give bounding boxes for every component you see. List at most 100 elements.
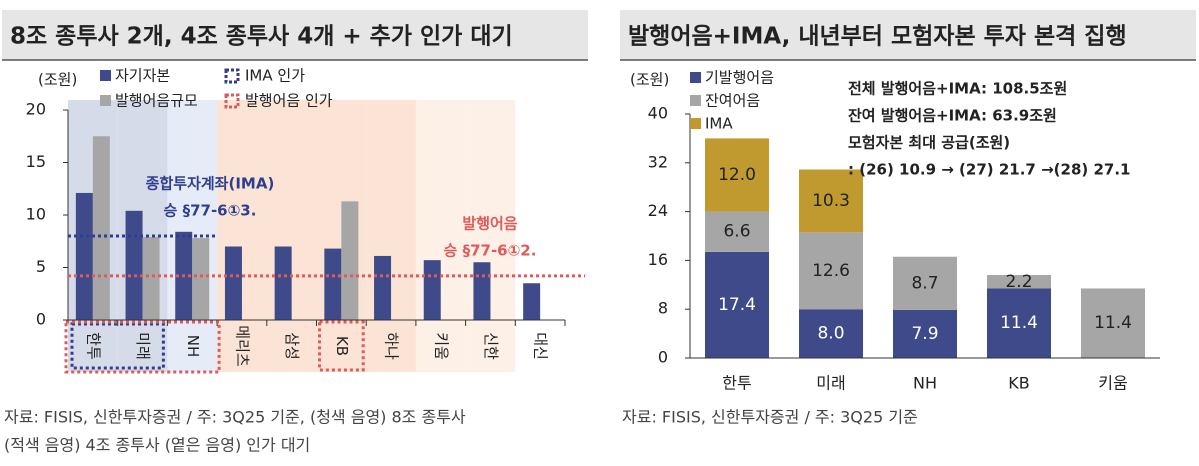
bar <box>374 255 392 320</box>
annotation: 모험자본 최대 공급(조원) <box>848 134 1010 152</box>
data-label: 12.6 <box>812 261 850 281</box>
y-tick-label: 32 <box>648 152 668 171</box>
band-shade <box>266 100 317 372</box>
x-tick-label: 메리츠 <box>233 325 251 367</box>
bar <box>341 201 359 320</box>
legend-swatch <box>100 95 111 106</box>
bar-segment <box>705 211 769 252</box>
data-label: 10.3 <box>812 191 850 211</box>
annotation: 종합투자계좌(IMA) <box>146 175 275 193</box>
legend-swatch <box>690 95 701 106</box>
x-tick-label: 미래 <box>816 374 845 393</box>
bar-segment <box>799 169 863 233</box>
bar <box>192 238 210 320</box>
y-tick-label: 8 <box>658 299 668 318</box>
legend-label: 잔여어음 <box>705 92 760 110</box>
x-tick-label: 하나 <box>383 332 401 360</box>
bar-segment <box>1081 288 1145 358</box>
source-note: 자료: FISIS, 신한투자증권 / 주: 3Q25 기준, (청색 음영) … <box>4 408 466 427</box>
bar-segment <box>987 288 1051 358</box>
annotation: 전체 발행어음+IMA: 108.5조원 <box>848 80 1067 98</box>
y-unit: (조원) <box>38 71 77 89</box>
legend-swatch <box>690 118 701 129</box>
x-tick-label: 신한 <box>482 332 500 360</box>
legend-swatch <box>224 68 240 84</box>
legend-label: IMA 인가 <box>245 67 305 85</box>
bar <box>523 283 541 320</box>
bar <box>224 246 242 320</box>
data-label: 8.0 <box>817 324 844 344</box>
data-label: 2.2 <box>1005 272 1032 292</box>
y-unit: (조원) <box>630 71 669 89</box>
band-shade <box>415 100 466 372</box>
legend-label: 발행어음규모 <box>115 92 198 110</box>
annotation: 승 §77-6①2. <box>444 242 537 260</box>
legend-swatch <box>690 72 701 83</box>
bar <box>125 210 143 320</box>
chart-title: 8조 종투사 2개, 4조 종투사 4개 + 추가 인가 대기 <box>10 24 513 50</box>
bar-segment <box>893 256 957 310</box>
bar <box>142 237 160 320</box>
bar-segment <box>987 275 1051 289</box>
y-tick-label: 5 <box>36 257 46 276</box>
x-tick-label: 미래 <box>134 332 152 360</box>
y-tick-label: 15 <box>26 152 46 171</box>
data-label: 11.4 <box>1000 313 1038 333</box>
legend-label: 발행어음 인가 <box>245 92 333 110</box>
x-tick-label: 한투 <box>84 332 102 360</box>
legend-label: IMA <box>705 115 733 133</box>
bar <box>423 260 441 320</box>
legend-swatch <box>100 70 111 81</box>
chart-title: 발행어음+IMA, 내년부터 모험자본 투자 본격 집행 <box>628 24 1127 50</box>
y-tick-label: 40 <box>648 104 668 123</box>
legend-swatch <box>224 93 240 109</box>
y-tick-label: 0 <box>658 348 668 367</box>
x-tick-label: 대신 <box>532 332 550 360</box>
bar-segment <box>705 138 769 212</box>
y-tick-label: 0 <box>36 310 46 329</box>
x-tick-label: KB <box>333 336 351 356</box>
data-label: 6.6 <box>723 222 750 242</box>
x-tick-label: NH <box>913 374 937 393</box>
bar-segment <box>705 251 769 358</box>
legend-label: 기발행어음 <box>705 69 774 87</box>
data-label: 17.4 <box>718 295 756 315</box>
title-bar <box>2 10 588 60</box>
source-note: (적색 음영) 4조 종투사 (옅은 음영) 인가 대기 <box>4 436 310 455</box>
annotation: 승 §77-6①3. <box>164 202 257 220</box>
y-tick-label: 24 <box>648 201 668 220</box>
band-shade <box>366 100 416 372</box>
data-label: 8.7 <box>911 273 938 293</box>
x-tick-label: 키움 <box>1098 374 1127 393</box>
x-tick-label: 삼성 <box>283 332 301 360</box>
y-tick-label: 20 <box>26 100 46 119</box>
source-note: 자료: FISIS, 신한투자증권 / 주: 3Q25 기준 <box>622 408 918 427</box>
title-bar <box>620 10 1196 60</box>
band-shade <box>465 100 516 372</box>
x-tick-label: 키움 <box>432 332 450 360</box>
x-tick-label: NH <box>184 335 202 358</box>
bar-segment <box>893 309 957 358</box>
data-label: 11.4 <box>1094 313 1132 333</box>
bar <box>75 192 93 320</box>
bar <box>92 136 110 320</box>
bar-segment <box>799 232 863 310</box>
legend-label: 자기자본 <box>115 67 170 85</box>
annotation: : (26) 10.9 → (27) 21.7 →(28) 27.1 <box>848 161 1130 179</box>
annotation: 발행어음 <box>462 215 517 233</box>
y-tick-label: 10 <box>26 205 46 224</box>
x-tick-label: 한투 <box>722 374 751 393</box>
data-label: 7.9 <box>911 324 938 344</box>
label-box <box>318 320 365 372</box>
y-tick-label: 16 <box>648 250 668 269</box>
bar-segment <box>799 309 863 358</box>
annotation: 잔여 발행어음+IMA: 63.9조원 <box>848 107 1057 125</box>
bar <box>324 248 342 320</box>
bar <box>473 262 491 320</box>
x-tick-label: KB <box>1008 374 1029 393</box>
data-label: 12.0 <box>718 165 756 185</box>
bar <box>274 246 292 320</box>
label-box <box>70 322 165 370</box>
band-shade <box>217 100 267 372</box>
